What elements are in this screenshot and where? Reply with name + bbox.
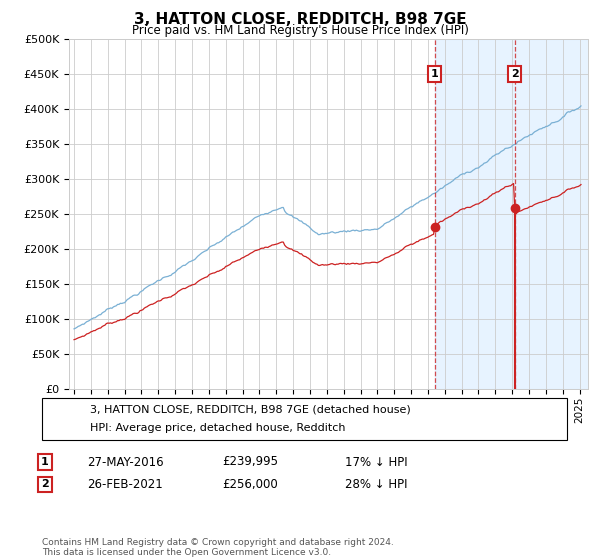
- Text: Contains HM Land Registry data © Crown copyright and database right 2024.
This d: Contains HM Land Registry data © Crown c…: [42, 538, 394, 557]
- Text: 27-MAY-2016: 27-MAY-2016: [87, 455, 164, 469]
- Text: 1: 1: [41, 457, 49, 467]
- Bar: [434, 39, 600, 389]
- Text: 17% ↓ HPI: 17% ↓ HPI: [345, 455, 407, 469]
- Text: 3, HATTON CLOSE, REDDITCH, B98 7GE (detached house): 3, HATTON CLOSE, REDDITCH, B98 7GE (deta…: [90, 404, 411, 414]
- Text: HPI: Average price, detached house, Redditch: HPI: Average price, detached house, Redd…: [90, 423, 346, 433]
- Text: Price paid vs. HM Land Registry's House Price Index (HPI): Price paid vs. HM Land Registry's House …: [131, 24, 469, 36]
- Text: 26-FEB-2021: 26-FEB-2021: [87, 478, 163, 491]
- Text: £239,995: £239,995: [222, 455, 278, 469]
- Text: 1: 1: [431, 69, 439, 79]
- Text: 3, HATTON CLOSE, REDDITCH, B98 7GE: 3, HATTON CLOSE, REDDITCH, B98 7GE: [134, 12, 466, 27]
- Text: 2: 2: [511, 69, 518, 79]
- Text: £256,000: £256,000: [222, 478, 278, 491]
- Text: 28% ↓ HPI: 28% ↓ HPI: [345, 478, 407, 491]
- Text: 2: 2: [41, 479, 49, 489]
